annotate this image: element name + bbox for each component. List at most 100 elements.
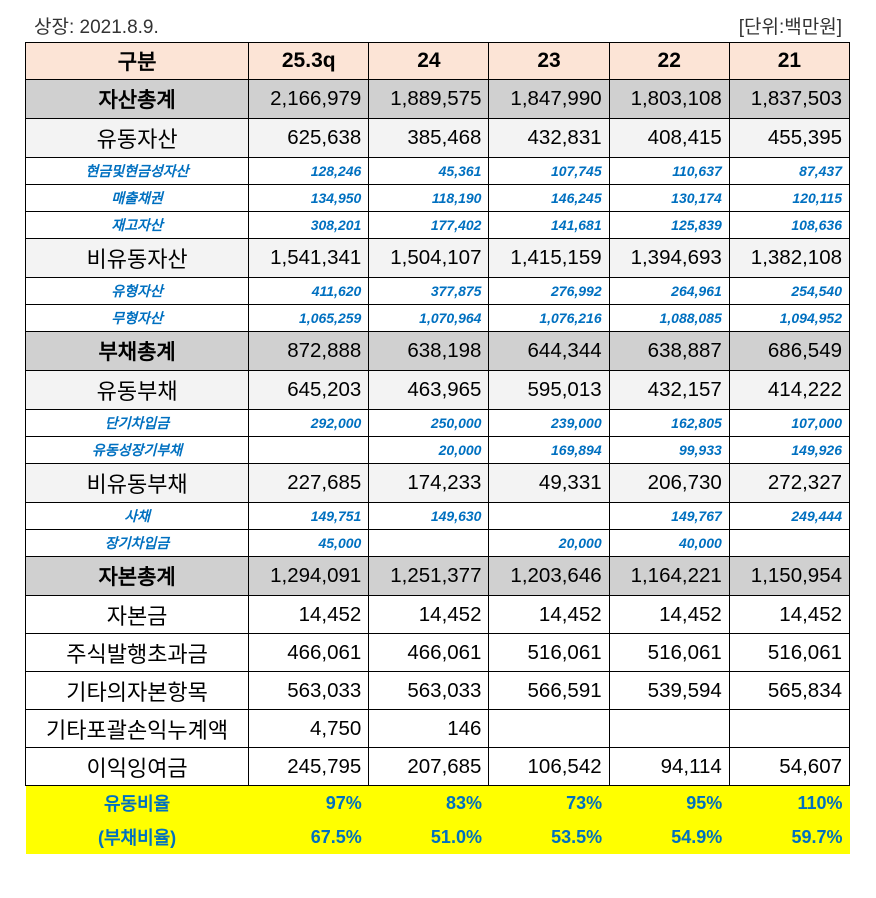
value-cell: 1,837,503 (728, 79, 851, 119)
row-label: 자본총계 (24, 556, 250, 596)
value-cell: 149,926 (728, 436, 851, 464)
value-cell: 149,751 (248, 502, 370, 530)
value-cell: 14,452 (368, 595, 490, 634)
value-cell: 264,961 (608, 277, 730, 305)
row-label: 매출채권 (24, 184, 250, 212)
value-cell: 638,887 (608, 331, 730, 371)
value-cell: 99,933 (608, 436, 730, 464)
value-cell: 276,992 (488, 277, 610, 305)
value-cell: 128,246 (248, 157, 370, 185)
row-label: 장기차입금 (24, 529, 250, 557)
value-cell: 40,000 (608, 529, 730, 557)
column-header: 25.3q (248, 42, 370, 80)
column-header: 22 (608, 42, 730, 80)
value-cell: 644,344 (488, 331, 610, 371)
value-cell: 1,889,575 (368, 79, 490, 119)
value-cell: 455,395 (728, 118, 851, 158)
value-cell: 45,000 (248, 529, 370, 557)
value-cell: 2,166,979 (248, 79, 370, 119)
value-cell: 308,201 (248, 211, 370, 239)
row-label: 부채총계 (24, 331, 250, 371)
row-label: 유동성장기부채 (24, 436, 250, 464)
value-cell: 4,750 (248, 709, 370, 748)
value-cell: 539,594 (608, 671, 730, 710)
value-cell: 141,681 (488, 211, 610, 239)
value-cell: 83% (368, 785, 489, 820)
value-cell: 432,157 (608, 370, 730, 410)
value-cell (488, 709, 610, 748)
value-cell: 516,061 (488, 633, 610, 672)
value-cell: 625,638 (248, 118, 370, 158)
table-row: 재고자산 308,201 177,402 141,681 125,839 108,636 (24, 211, 851, 239)
value-cell: 1,847,990 (488, 79, 610, 119)
value-cell: 108,636 (728, 211, 851, 239)
value-cell: 162,805 (608, 409, 730, 437)
value-cell: 134,950 (248, 184, 370, 212)
balance-sheet-table: 구분 25.3q 24 23 22 21 자산총계 2,166,979 1,889,… (24, 42, 851, 854)
value-cell: 73% (488, 785, 610, 820)
row-label: 이익잉여금 (24, 747, 250, 786)
table-row: 비유동부채 227,685 174,233 49,331 206,730 272,327 (24, 463, 851, 503)
value-cell: 1,803,108 (608, 79, 730, 119)
value-cell: 14,452 (608, 595, 730, 634)
value-cell: 292,000 (248, 409, 370, 437)
column-header: 23 (488, 42, 610, 80)
value-cell: 110,637 (608, 157, 730, 185)
value-cell: 414,222 (728, 370, 851, 410)
value-cell: 45,361 (368, 157, 490, 185)
table-row: 유동부채 645,203 463,965 595,013 432,157 414,222 (24, 370, 851, 410)
value-cell (608, 709, 730, 748)
value-cell: 14,452 (248, 595, 370, 634)
table-row: 자본금 14,452 14,452 14,452 14,452 14,452 (24, 595, 851, 634)
value-cell: 169,894 (488, 436, 610, 464)
row-label: 유형자산 (24, 277, 250, 305)
header-bar: 상장: 2021.8.9. [단위:백만원] (26, 8, 842, 38)
value-cell: 49,331 (488, 463, 610, 503)
table-row: 사채 149,751 149,630 149,767 249,444 (24, 502, 851, 530)
row-label: 기타포괄손익누계액 (24, 709, 250, 748)
value-cell: 1,076,216 (488, 304, 610, 332)
value-cell: 1,203,646 (488, 556, 610, 596)
row-label: 무형자산 (24, 304, 250, 332)
row-label: 단기차입금 (24, 409, 250, 437)
value-cell: 377,875 (368, 277, 490, 305)
value-cell (728, 529, 851, 557)
table-row: 현금및현금성자산 128,246 45,361 107,745 110,637 87,43… (24, 157, 851, 185)
value-cell: 411,620 (248, 277, 370, 305)
value-cell: 94,114 (608, 747, 730, 786)
value-cell (248, 436, 370, 464)
row-label: 비유동부채 (24, 463, 250, 503)
value-cell: 245,795 (248, 747, 370, 786)
row-label: 재고자산 (24, 211, 250, 239)
value-cell: 107,745 (488, 157, 610, 185)
row-label: 유동자산 (24, 118, 250, 158)
table-row: 기타포괄손익누계액 4,750 146 (24, 709, 851, 748)
value-cell: 107,000 (728, 409, 851, 437)
table-row: 무형자산 1,065,259 1,070,964 1,076,216 1,088,085… (24, 304, 851, 332)
table-row: 자산총계 2,166,979 1,889,575 1,847,990 1,803,108… (24, 79, 851, 119)
value-cell: 466,061 (368, 633, 490, 672)
value-cell: 1,094,952 (728, 304, 851, 332)
value-cell: 118,190 (368, 184, 490, 212)
value-cell (728, 709, 851, 748)
value-cell: 408,415 (608, 118, 730, 158)
table-row: 장기차입금 45,000 20,000 40,000 (24, 529, 851, 557)
row-label: 비유동자산 (24, 238, 250, 278)
value-cell: 51.0% (368, 820, 489, 854)
value-cell: 1,088,085 (608, 304, 730, 332)
table-row: 단기차입금 292,000 250,000 239,000 162,805 107,000 (24, 409, 851, 437)
value-cell: 385,468 (368, 118, 490, 158)
value-cell: 146 (368, 709, 490, 748)
value-cell: 565,834 (728, 671, 851, 710)
value-cell: 1,294,091 (248, 556, 370, 596)
value-cell: 20,000 (488, 529, 610, 557)
value-cell: 207,685 (368, 747, 490, 786)
value-cell: 516,061 (608, 633, 730, 672)
row-label: 주식발행초과금 (24, 633, 250, 672)
value-cell: 146,245 (488, 184, 610, 212)
value-cell: 54.9% (609, 820, 730, 854)
value-cell: 174,233 (368, 463, 490, 503)
table-row: (부채비율) 67.5% 51.0% 53.5% 54.9% 59.7% (25, 820, 850, 854)
value-cell: 466,061 (248, 633, 370, 672)
value-cell: 239,000 (488, 409, 610, 437)
